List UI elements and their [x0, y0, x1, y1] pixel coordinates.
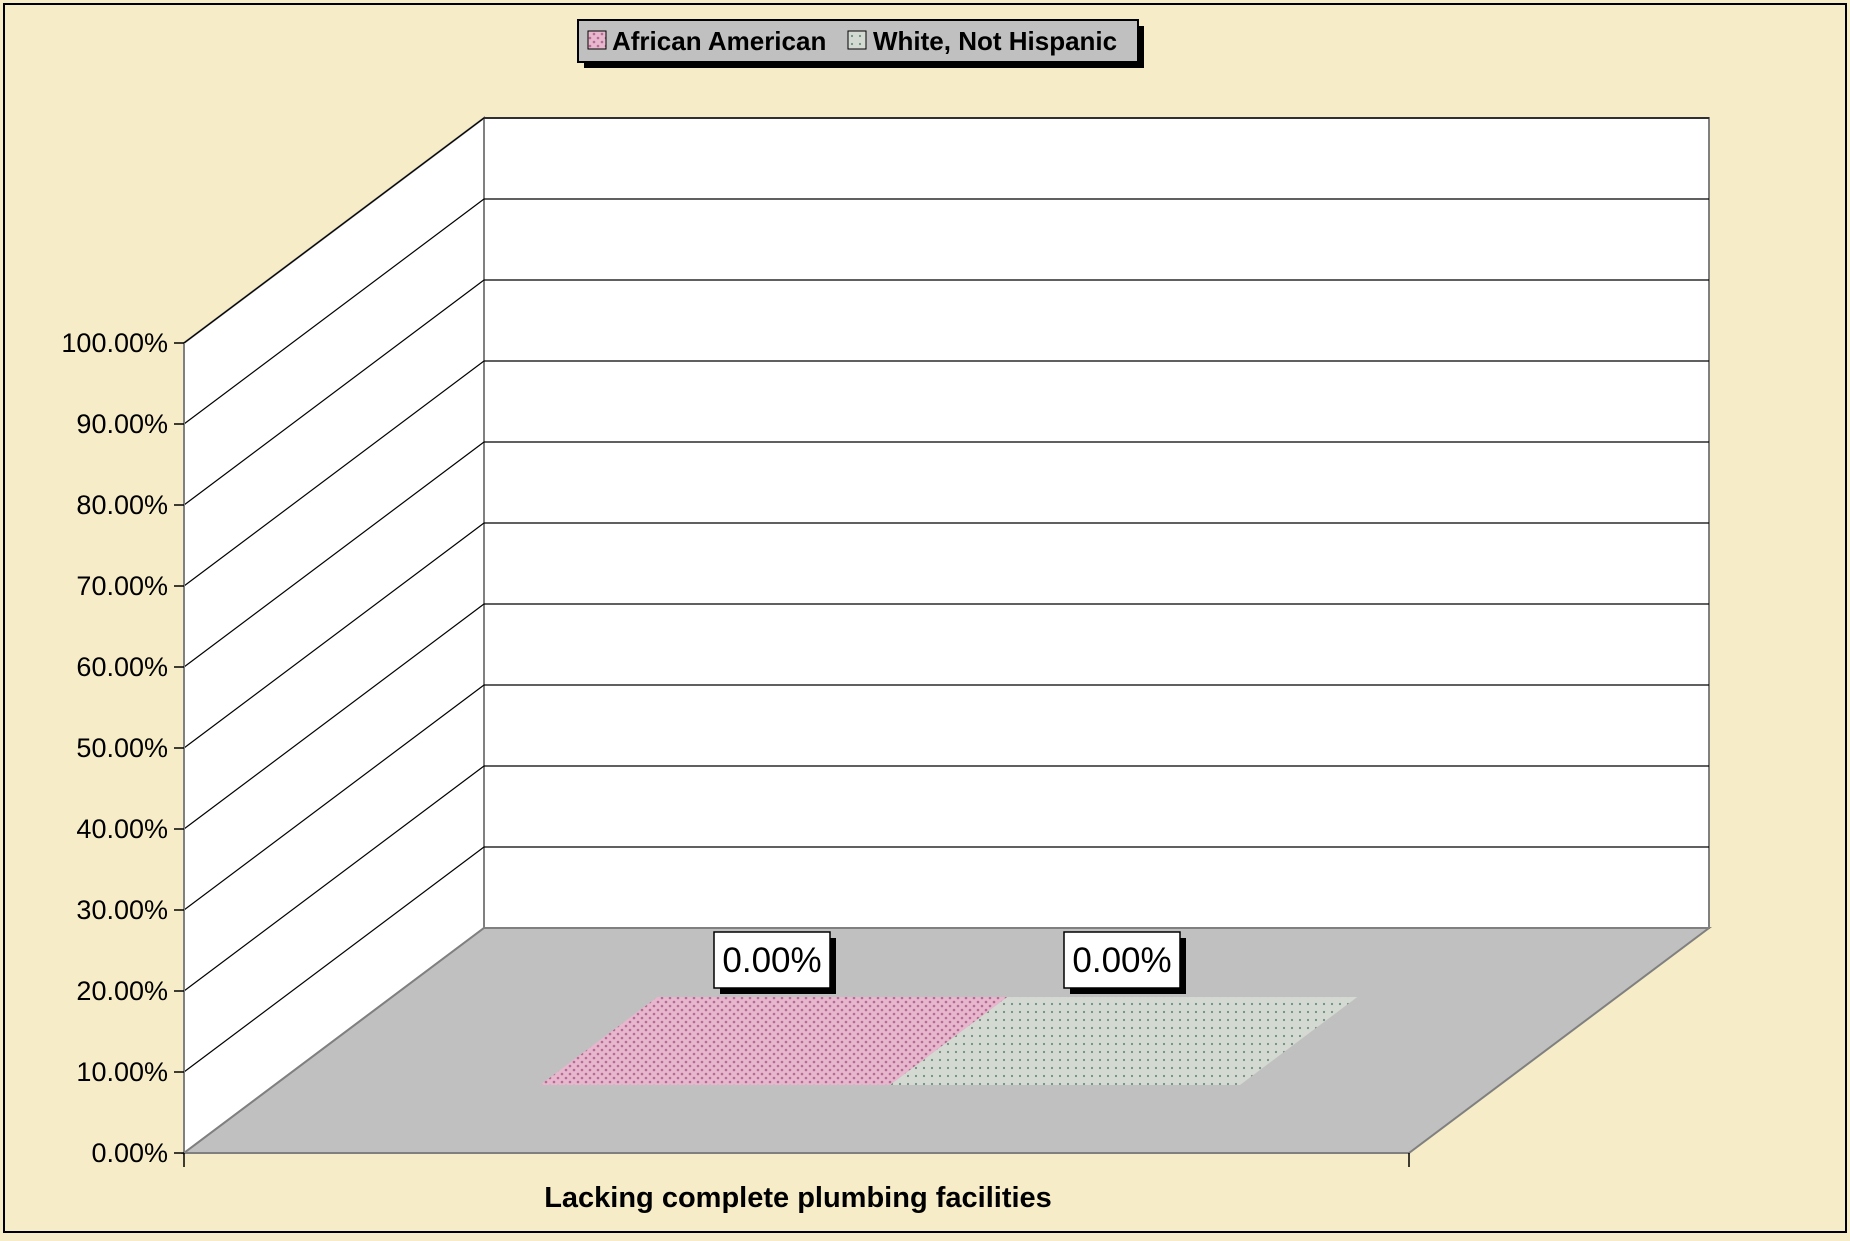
y-tick-label: 0.00%: [91, 1138, 168, 1168]
legend-label-african-american: African American: [612, 26, 826, 56]
bar-white-not-hispanic: [890, 997, 1358, 1085]
chart-border: [3, 3, 1847, 1233]
y-tick-label: 100.00%: [61, 328, 168, 358]
y-axis: 0.00% 10.00% 20.00% 30.00% 40.00% 50.00% 60.00…: [61, 328, 1410, 1168]
gridline-side: [183, 765, 485, 992]
legend-swatch-african-american: [587, 30, 607, 50]
y-tick-label: 30.00%: [76, 895, 168, 925]
gridline-side: [183, 603, 485, 830]
legend: African American White, Not Hispanic: [577, 19, 1144, 68]
gridline-side: [183, 684, 485, 911]
x-category-label: Lacking complete plumbing facilities: [544, 1182, 1052, 1214]
gridline-side: [183, 279, 485, 506]
y-tick-label: 10.00%: [76, 1057, 168, 1087]
data-label: 0.00%: [1072, 941, 1171, 980]
legend-box: [577, 19, 1139, 63]
bars: [540, 997, 1358, 1085]
y-tick-label: 70.00%: [76, 571, 168, 601]
bar-african-american: [540, 997, 1008, 1085]
gridlines: [183, 117, 1709, 1073]
y-tick-label: 90.00%: [76, 409, 168, 439]
gridline-side: [183, 360, 485, 587]
y-tick-label: 50.00%: [76, 733, 168, 763]
gridline-side: [183, 198, 485, 425]
data-labels: 0.00% 0.00%: [713, 931, 1186, 994]
data-label-box: [713, 931, 831, 989]
y-tick-label: 40.00%: [76, 814, 168, 844]
legend-swatch-white-not-hispanic: [847, 30, 867, 50]
y-tick-label: 20.00%: [76, 976, 168, 1006]
gridline-side: [183, 117, 485, 344]
y-tick-label: 60.00%: [76, 652, 168, 682]
gridline-side: [183, 441, 485, 668]
gridline-side: [183, 846, 485, 1073]
gridline-side: [183, 522, 485, 749]
legend-label-white-not-hispanic: White, Not Hispanic: [873, 26, 1117, 56]
data-label: 0.00%: [722, 941, 821, 980]
y-tick-label: 80.00%: [76, 490, 168, 520]
data-label-box: [1063, 931, 1181, 989]
